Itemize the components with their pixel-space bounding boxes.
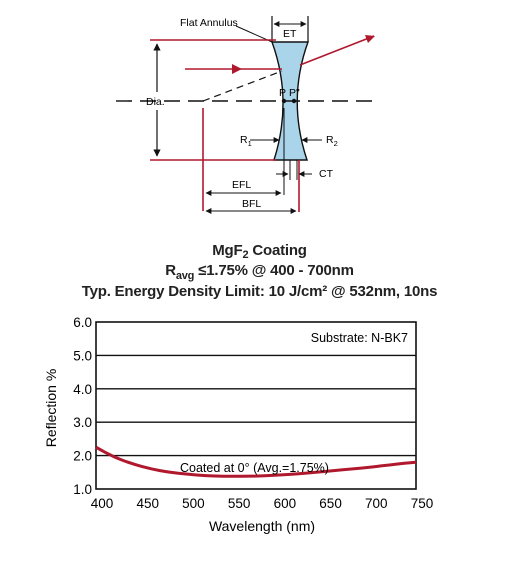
substrate-annotation: Substrate: N-BK7 xyxy=(311,331,408,345)
y-tick-label: 1.0 xyxy=(73,482,92,497)
x-axis-label: Wavelength (nm) xyxy=(209,518,315,534)
dia-label: Dia. xyxy=(146,96,165,108)
plot-frame xyxy=(95,321,417,490)
x-tick-label: 400 xyxy=(91,496,114,511)
principal-point-p-prime xyxy=(291,98,297,104)
lens-diagram: Flat Annulus ET Dia. P P" R1 R2 CT EFL B… xyxy=(116,16,375,214)
coating-title-main: MgF xyxy=(212,242,243,259)
y-tick-label: 6.0 xyxy=(73,315,92,330)
outgoing-ray xyxy=(299,35,375,66)
principal-point-p xyxy=(281,98,287,104)
substrate-label-bg xyxy=(300,326,412,346)
p-prime-label: P" xyxy=(289,87,300,99)
r1-label: R1 xyxy=(240,134,252,148)
y-tick-labels: 1.0 2.0 3.0 4.0 5.0 6.0 xyxy=(73,315,92,497)
r2-subscript: 2 xyxy=(334,139,338,148)
ravg-letter: R xyxy=(165,262,176,279)
y-tick-label: 2.0 xyxy=(73,449,92,464)
r1-subscript: 1 xyxy=(248,139,252,148)
energy-density-limit: Typ. Energy Density Limit: 10 J/cm² @ 53… xyxy=(81,283,438,300)
p-label: P xyxy=(279,87,286,99)
curve-annotation: Coated at 0° (Avg.=1.75%) xyxy=(180,461,329,475)
ravg-rest: ≤1.75% @ 400 - 700nm xyxy=(194,262,354,279)
x-tick-label: 550 xyxy=(228,496,251,511)
series-line-coated xyxy=(95,445,417,478)
coating-title: MgF2 Coating xyxy=(0,242,519,261)
x-tick-label: 700 xyxy=(365,496,388,511)
y-axis-label: Reflection % xyxy=(43,369,59,448)
y-tick-label: 4.0 xyxy=(73,382,92,397)
x-tick-label: 450 xyxy=(136,496,159,511)
r1-letter: R xyxy=(240,134,248,146)
coating-title-rest: Coating xyxy=(248,242,307,259)
chart-gridlines xyxy=(96,354,416,457)
reflection-chart: 1.0 2.0 3.0 4.0 5.0 6.0 400 450 500 550 600 650 700… xyxy=(43,315,433,534)
x-tick-label: 500 xyxy=(182,496,205,511)
efl-label: EFL xyxy=(232,179,251,191)
et-label: ET xyxy=(283,28,297,40)
r2-letter: R xyxy=(326,134,334,146)
y-tick-label: 5.0 xyxy=(73,348,92,363)
r2-label: R2 xyxy=(326,134,338,148)
x-tick-label: 650 xyxy=(319,496,342,511)
ct-label: CT xyxy=(319,168,334,180)
virtual-ray xyxy=(202,70,283,102)
ravg-subscript: avg xyxy=(175,270,195,282)
bfl-label: BFL xyxy=(242,198,261,210)
x-tick-label: 600 xyxy=(274,496,297,511)
x-tick-label: 750 xyxy=(411,496,434,511)
y-tick-label: 3.0 xyxy=(73,415,92,430)
ravg-spec: Ravg ≤1.75% @ 400 - 700nm xyxy=(0,262,519,282)
incoming-ray-arrow xyxy=(232,64,242,74)
x-tick-labels: 400 450 500 550 600 650 700 750 xyxy=(91,496,434,511)
coating-title-subscript: 2 xyxy=(242,249,249,261)
flat-annulus-label: Flat Annulus xyxy=(180,17,238,29)
outgoing-ray-arrow xyxy=(365,35,375,43)
